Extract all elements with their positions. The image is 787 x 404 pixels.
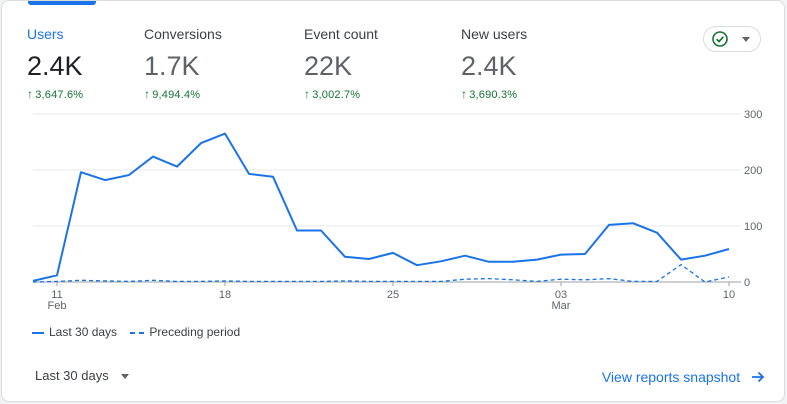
view-reports-snapshot-link[interactable]: View reports snapshot: [602, 367, 766, 387]
arrow-up-icon: ↑: [461, 87, 468, 101]
link-label: View reports snapshot: [601, 369, 741, 385]
x-tick-label: 11: [51, 289, 62, 301]
metric-label: Conversions: [144, 26, 222, 42]
x-tick-label: 10: [723, 289, 735, 301]
x-tick-label: 25: [387, 289, 399, 301]
arrow-up-icon: ↑: [27, 87, 34, 101]
x-tick-month-label: Mar: [552, 300, 571, 312]
metric-change: ↑ 3,647.6%: [27, 87, 84, 101]
metric-value: 1.7K: [144, 51, 200, 81]
arrow-up-icon: ↑: [304, 87, 311, 101]
y-tick-label: 300: [744, 109, 762, 121]
metric-tab-users[interactable]: Users 2.4K ↑ 3,647.6%: [27, 25, 83, 102]
metric-label: Users: [27, 26, 64, 42]
y-tick-label: 200: [744, 165, 762, 177]
dashed-line-swatch: [130, 331, 145, 334]
arrow-up-icon: ↑: [144, 87, 151, 101]
data-status-dropdown[interactable]: [703, 26, 761, 52]
x-tick-label: 18: [219, 289, 231, 301]
metric-change: ↑ 3,002.7%: [304, 87, 361, 101]
solid-line-swatch: [32, 331, 44, 334]
metric-label: New users: [461, 26, 528, 42]
metric-value: 22K: [304, 51, 353, 81]
metric-value: 2.4K: [461, 51, 517, 81]
x-tick-label: 03: [555, 289, 567, 301]
x-tick-month-label: Feb: [48, 300, 67, 312]
chart-legend: Last 30 days Preceding period: [32, 325, 250, 339]
legend-item-previous: Preceding period: [130, 325, 240, 339]
metric-value: 2.4K: [27, 51, 83, 81]
legend-item-current: Last 30 days: [32, 325, 117, 339]
chevron-down-icon: [742, 37, 750, 42]
metric-label: Event count: [304, 26, 378, 42]
series-line-preceding-period: [32, 263, 730, 283]
series-line-last-30-days: [32, 132, 730, 282]
chevron-down-icon: [120, 374, 129, 380]
metric-tab-conversions[interactable]: Conversions 1.7K ↑ 9,494.4%: [144, 25, 222, 102]
date-range-label: Last 30 days: [35, 368, 109, 383]
metric-change: ↑ 9,494.4%: [144, 87, 201, 101]
y-tick-label: 100: [744, 221, 762, 233]
date-range-select[interactable]: Last 30 days: [35, 367, 129, 385]
metric-change: ↑ 3,690.3%: [461, 87, 518, 101]
check-circle-icon: [712, 31, 728, 47]
metric-tab-event-count[interactable]: Event count 22K ↑ 3,002.7%: [304, 25, 378, 102]
y-tick-label: 0: [744, 277, 750, 289]
arrow-right-icon: [752, 371, 765, 383]
active-tab-indicator: [28, 1, 96, 5]
metric-tab-new-users[interactable]: New users 2.4K ↑ 3,690.3%: [461, 25, 527, 102]
